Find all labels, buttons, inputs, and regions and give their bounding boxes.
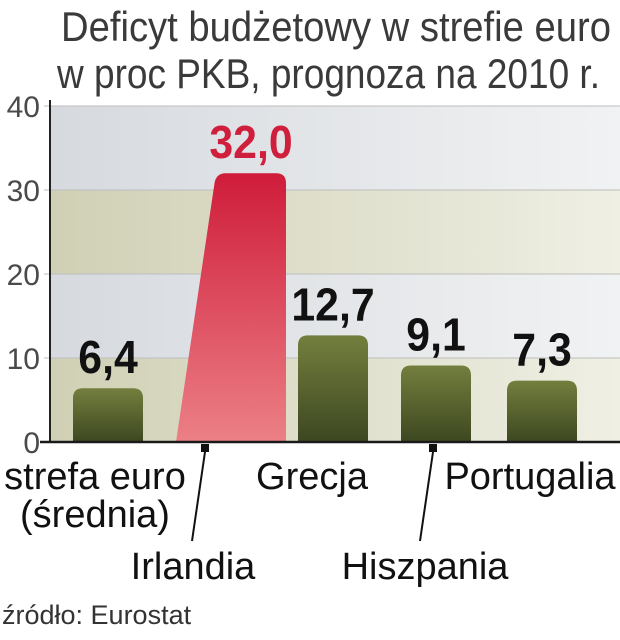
category-label: Hiszpania bbox=[341, 546, 509, 588]
category-label: Portugalia bbox=[444, 456, 616, 498]
category-label: Irlandia bbox=[130, 546, 256, 588]
leader-line bbox=[191, 451, 206, 542]
data-label: 32,0 bbox=[209, 118, 292, 169]
y-tick-label: 30 bbox=[7, 175, 40, 208]
grid-band bbox=[50, 190, 620, 274]
bar bbox=[507, 380, 577, 442]
category-marker bbox=[429, 444, 437, 452]
category-markers bbox=[191, 444, 437, 542]
bar bbox=[73, 388, 143, 442]
y-tick-label: 20 bbox=[7, 259, 40, 292]
chart-header: Deficyt budżetowy w strefie euro w proc … bbox=[56, 3, 611, 97]
bar bbox=[401, 365, 471, 442]
data-label: 7,3 bbox=[512, 325, 571, 376]
y-tick-label: 40 bbox=[7, 91, 40, 124]
data-label: 6,4 bbox=[78, 333, 138, 384]
chart-subtitle: w proc PKB, prognoza na 2010 r. bbox=[56, 50, 600, 97]
y-axis-ticks: 0 10 20 30 40 bbox=[7, 91, 40, 460]
bar bbox=[176, 173, 286, 442]
category-marker bbox=[201, 444, 209, 452]
y-tick-label: 10 bbox=[7, 343, 40, 376]
bar bbox=[298, 335, 368, 442]
y-tick-label: 0 bbox=[23, 427, 40, 460]
source-note: źródło: Eurostat bbox=[2, 600, 192, 630]
data-label: 9,1 bbox=[406, 310, 465, 361]
bars bbox=[73, 173, 577, 442]
leader-line bbox=[419, 451, 434, 542]
data-label: 12,7 bbox=[291, 280, 374, 331]
category-label: strefa euro (średnia) bbox=[4, 456, 186, 536]
chart-title: Deficyt budżetowy w strefie euro bbox=[61, 3, 611, 50]
data-labels: 6,4 32,0 12,7 9,1 7,3 bbox=[78, 118, 571, 384]
category-label: Grecja bbox=[256, 456, 368, 498]
grid-band bbox=[50, 106, 620, 190]
